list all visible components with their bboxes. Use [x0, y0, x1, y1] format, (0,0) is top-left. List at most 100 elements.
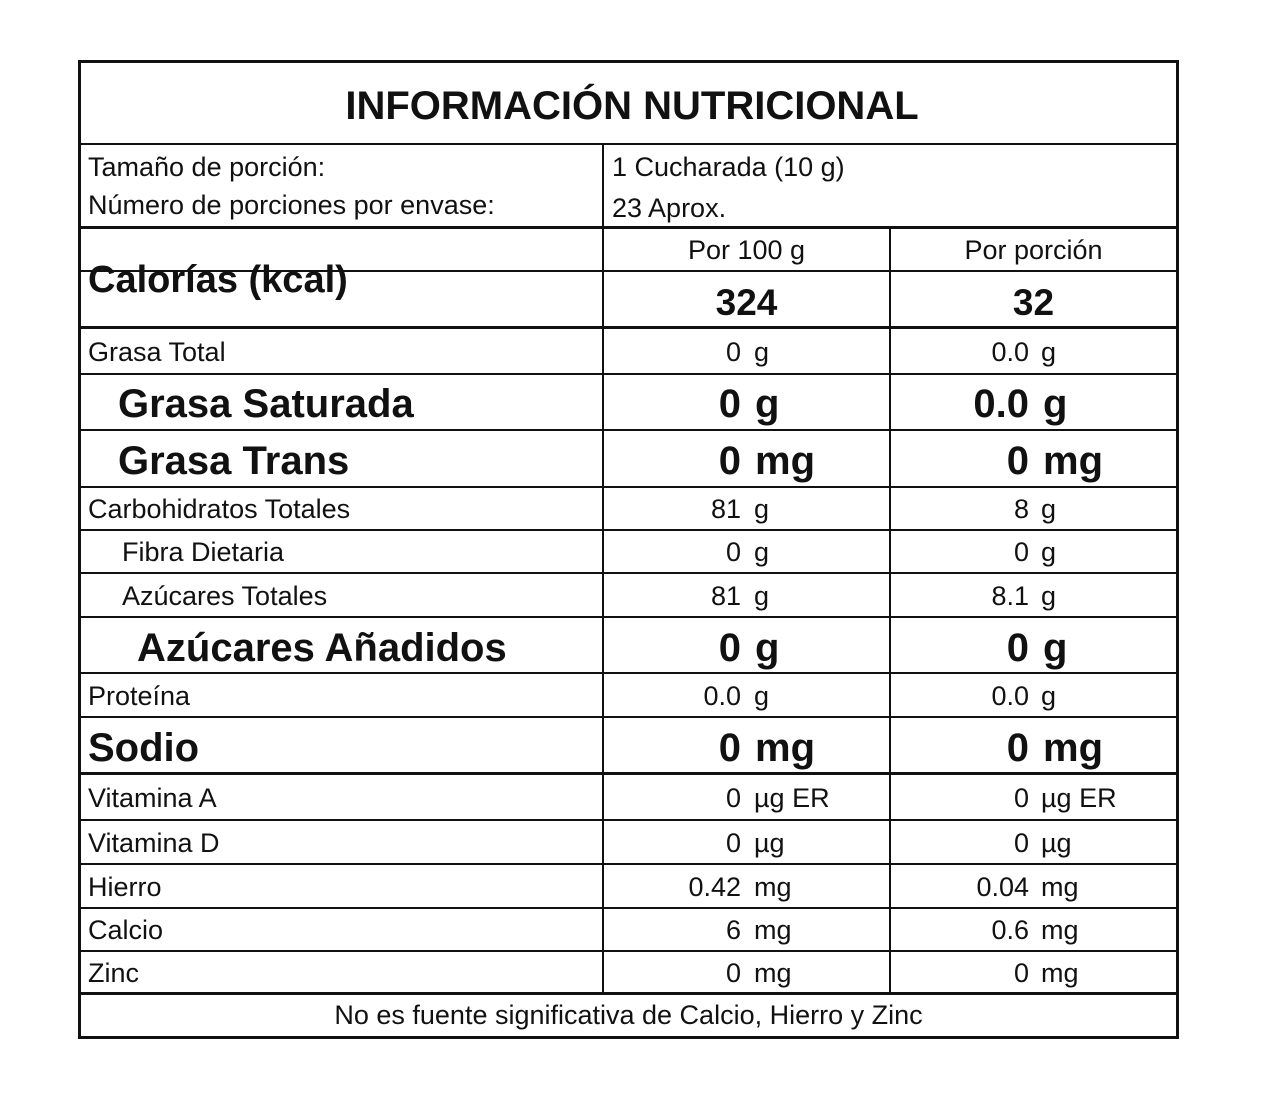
- value-per-100g: 0: [725, 827, 741, 858]
- value-per-serving: 0.0: [973, 382, 1029, 426]
- value-per-100g: 0: [718, 438, 741, 483]
- serving-size-value: 1 Cucharada (10 g): [612, 152, 845, 182]
- nutrient-label: Hierro: [88, 871, 162, 902]
- unit-per-100g: g: [754, 580, 770, 611]
- row-divider: [78, 429, 1179, 431]
- value-per-serving: 0.04: [976, 871, 1029, 902]
- unit-per-serving: mg: [1041, 871, 1079, 902]
- value-per-100g: 0: [718, 725, 741, 770]
- nutrient-label: Azúcares Añadidos: [137, 625, 507, 670]
- row-divider: [78, 226, 1179, 229]
- value-per-100g: 0.42: [688, 871, 741, 902]
- unit-per-100g: mg: [755, 438, 815, 483]
- row-divider: [78, 486, 1179, 488]
- calories-label: Calorías (kcal): [88, 259, 348, 301]
- unit-per-100g: g: [755, 382, 780, 426]
- row-divider: [78, 772, 1179, 775]
- unit-per-serving: mg: [1041, 958, 1079, 988]
- unit-per-100g: g: [754, 681, 770, 711]
- value-per-100g: 0: [725, 782, 741, 813]
- unit-per-100g: µg: [754, 827, 785, 858]
- unit-per-serving: mg: [1041, 915, 1079, 945]
- nutrient-label: Grasa Trans: [118, 438, 350, 483]
- nutrition-table: [78, 60, 1179, 1039]
- value-per-serving: 0: [1013, 827, 1029, 858]
- row-divider: [78, 672, 1179, 674]
- row-divider: [78, 616, 1179, 618]
- unit-per-serving: µg: [1041, 827, 1072, 858]
- row-divider: [78, 716, 1179, 718]
- unit-per-serving: g: [1041, 580, 1057, 611]
- unit-per-100g: g: [755, 625, 780, 670]
- footer-note: No es fuente significativa de Calcio, Hi…: [334, 1000, 923, 1030]
- value-per-serving: 0.0: [991, 681, 1029, 711]
- row-divider: [78, 529, 1179, 531]
- unit-per-100g: g: [754, 336, 770, 367]
- unit-per-serving: µg ER: [1041, 782, 1117, 813]
- nutrient-label: Grasa Saturada: [118, 382, 414, 426]
- row-divider: [78, 143, 1179, 145]
- value-per-100g: 6: [725, 915, 741, 945]
- unit-per-100g: mg: [755, 725, 815, 770]
- unit-per-serving: g: [1043, 625, 1068, 670]
- row-divider: [78, 950, 1179, 952]
- row-divider: [78, 819, 1179, 821]
- value-per-100g: 0: [725, 336, 741, 367]
- row-divider: [78, 373, 1179, 375]
- nutrient-label: Vitamina D: [88, 827, 220, 858]
- row-divider: [78, 572, 1179, 574]
- column-divider: [602, 143, 604, 994]
- nutrient-label: Azúcares Totales: [122, 580, 328, 611]
- serving-count-label: Número de porciones por envase:: [88, 190, 495, 220]
- col2-header: Por porción: [964, 235, 1103, 265]
- row-divider: [78, 326, 1179, 329]
- unit-per-100g: mg: [754, 915, 792, 945]
- nutrient-label: Grasa Total: [88, 336, 226, 367]
- nutrient-label: Fibra Dietaria: [122, 537, 285, 567]
- unit-per-serving: mg: [1043, 438, 1103, 483]
- col1-header: Por 100 g: [687, 235, 806, 265]
- unit-per-serving: g: [1041, 336, 1057, 367]
- unit-per-100g: mg: [754, 958, 792, 988]
- unit-per-serving: g: [1041, 537, 1057, 567]
- table-title: INFORMACIÓN NUTRICIONAL: [345, 84, 919, 128]
- nutrient-label: Carbohidratos Totales: [88, 494, 351, 524]
- unit-per-100g: g: [754, 494, 770, 524]
- value-per-100g: 0: [718, 382, 741, 426]
- row-divider: [78, 907, 1179, 909]
- value-per-serving: 0.0: [991, 336, 1029, 367]
- value-per-100g: 0: [718, 625, 741, 670]
- value-per-100g: 81: [710, 494, 741, 524]
- serving-size-label: Tamaño de porción:: [88, 152, 326, 182]
- nutrient-label: Vitamina A: [88, 782, 217, 813]
- value-per-100g: 0: [725, 958, 741, 988]
- unit-per-100g: µg ER: [754, 782, 830, 813]
- row-divider: [78, 992, 1179, 995]
- unit-per-serving: mg: [1043, 725, 1103, 770]
- row-divider: [78, 270, 1179, 272]
- value-per-100g: 81: [710, 580, 741, 611]
- value-per-serving: 0: [1006, 438, 1029, 483]
- nutrient-label: Calcio: [88, 915, 164, 945]
- value-per-serving: 0: [1006, 625, 1029, 670]
- calories-per-serving: 32: [1012, 282, 1055, 323]
- row-divider: [78, 863, 1179, 865]
- calories-per-100g: 324: [715, 282, 778, 323]
- value-per-serving: 0: [1013, 782, 1029, 813]
- unit-per-100g: g: [754, 537, 770, 567]
- value-per-100g: 0: [725, 537, 741, 567]
- value-per-100g: 0.0: [703, 681, 741, 711]
- unit-per-100g: mg: [754, 871, 792, 902]
- value-per-serving: 8: [1013, 494, 1029, 524]
- unit-per-serving: g: [1041, 494, 1057, 524]
- value-per-serving: 8.1: [991, 580, 1029, 611]
- value-per-serving: 0: [1013, 958, 1029, 988]
- column-divider: [889, 226, 891, 994]
- nutrient-label: Zinc: [88, 958, 140, 988]
- value-per-serving: 0: [1013, 537, 1029, 567]
- value-per-serving: 0: [1006, 725, 1029, 770]
- value-per-serving: 0.6: [991, 915, 1029, 945]
- serving-count-value: 23 Aprox.: [612, 193, 727, 223]
- unit-per-serving: g: [1041, 681, 1057, 711]
- unit-per-serving: g: [1043, 382, 1068, 426]
